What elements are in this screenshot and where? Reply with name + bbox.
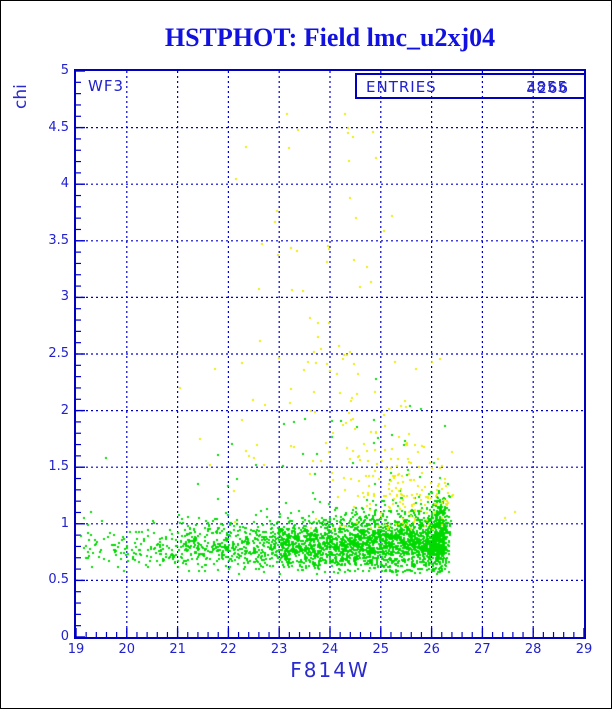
x-tick-label: 19	[67, 642, 85, 657]
plot-area: WF3 ENTRIES 3855 4266	[74, 69, 586, 639]
x-tick-label: 29	[575, 642, 593, 657]
y-tick-label: 3	[60, 289, 69, 305]
y-tick-label: 0.5	[48, 572, 69, 588]
stats-box: ENTRIES 3855 4266	[355, 73, 586, 99]
scatter-points	[76, 71, 584, 637]
y-tick-label: 5	[60, 63, 69, 78]
y-tick-label: 2.5	[48, 346, 69, 361]
entries-label: ENTRIES	[366, 78, 437, 96]
y-tick-label: 0	[60, 629, 69, 644]
entries-value-2: 4266	[526, 79, 569, 97]
y-tick-label: 1.5	[48, 459, 69, 475]
x-tick-label: 21	[169, 642, 186, 657]
entries-value-1: 3855	[525, 78, 568, 96]
y-tick-label: 1	[60, 515, 69, 531]
x-axis-title: F814W	[290, 658, 370, 682]
y-tick-label: 4	[60, 176, 69, 192]
y-tick-label: 3.5	[48, 232, 69, 248]
x-tick-label: 28	[524, 642, 542, 657]
y-axis-title: chi	[11, 84, 31, 109]
y-tick-label: 2	[60, 402, 69, 418]
x-tick-label: 22	[220, 642, 237, 657]
x-tick-label: 24	[321, 642, 339, 657]
x-tick-label: 23	[270, 642, 288, 657]
x-tick-label: 26	[423, 642, 440, 657]
page-title: HSTPHOT: Field lmc_u2xj04	[164, 23, 496, 52]
x-tick-label: 25	[372, 642, 390, 657]
y-tick-label: 4.5	[48, 119, 69, 135]
x-tick-label: 27	[474, 642, 491, 657]
detector-label: WF3	[88, 77, 125, 95]
x-tick-label: 20	[118, 642, 136, 657]
